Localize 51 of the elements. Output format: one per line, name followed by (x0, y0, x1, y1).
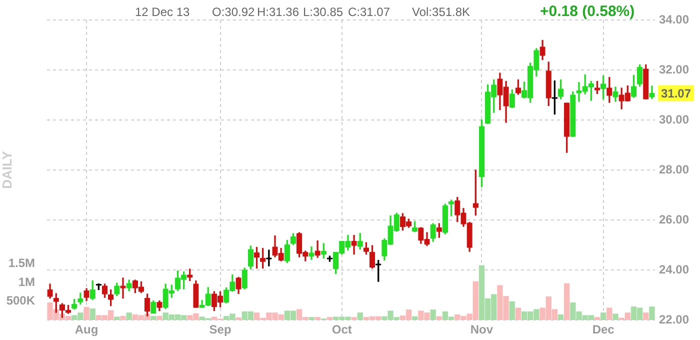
bar (558, 314, 564, 320)
y-tick-label: 26.00 (659, 212, 690, 226)
candlestick (120, 278, 126, 299)
x-tick-label: Sep (209, 322, 232, 337)
x-tick-label: Oct (332, 322, 352, 337)
y-tick-label: 34.00 (659, 12, 690, 26)
bar (84, 306, 90, 320)
text: Vol:351.8K (412, 5, 470, 19)
bar (594, 317, 600, 320)
bar (120, 316, 126, 320)
bar (430, 310, 436, 320)
x-tick-label: Nov (470, 322, 494, 337)
y-tick-label: 24.00 (659, 262, 690, 276)
bar (612, 314, 618, 320)
text: O:30.92 (212, 5, 255, 19)
y-tick-label: 22.00 (659, 312, 690, 326)
y-tick-label: 28.00 (659, 162, 690, 176)
bar (114, 316, 120, 320)
text: L:30.85 (303, 5, 344, 19)
bar (357, 312, 363, 320)
bar (126, 312, 132, 320)
y-tick-label: 32.00 (659, 62, 690, 76)
y2-tick-label: 500K (6, 294, 36, 308)
y-tick-label: 30.00 (659, 112, 690, 126)
bar (649, 306, 655, 320)
bar (236, 317, 242, 320)
bar (600, 312, 606, 320)
annotation: 31.07 (661, 86, 692, 101)
bar (436, 316, 442, 320)
text: 12 Dec 13 (135, 5, 190, 19)
bar (351, 317, 357, 320)
y2-tick-label: 1.5M (8, 256, 35, 270)
bar (326, 317, 333, 320)
bar (156, 316, 162, 320)
bar (515, 308, 522, 320)
text: C:31.07 (348, 5, 390, 19)
bar (509, 301, 515, 320)
candlestick (266, 250, 272, 266)
bar (314, 317, 320, 320)
bar (643, 312, 649, 320)
x-tick-label: Aug (74, 322, 98, 337)
bar (564, 283, 570, 320)
bar (606, 308, 612, 320)
text: H:31.36 (257, 5, 300, 19)
bar (150, 316, 156, 320)
y2-tick-label: 1M (18, 274, 35, 289)
bar (412, 316, 418, 320)
bar (90, 308, 96, 320)
x-tick-label: Dec (592, 322, 615, 337)
annotation: +0.18 (0.58%) (540, 3, 635, 20)
bar (308, 317, 314, 320)
